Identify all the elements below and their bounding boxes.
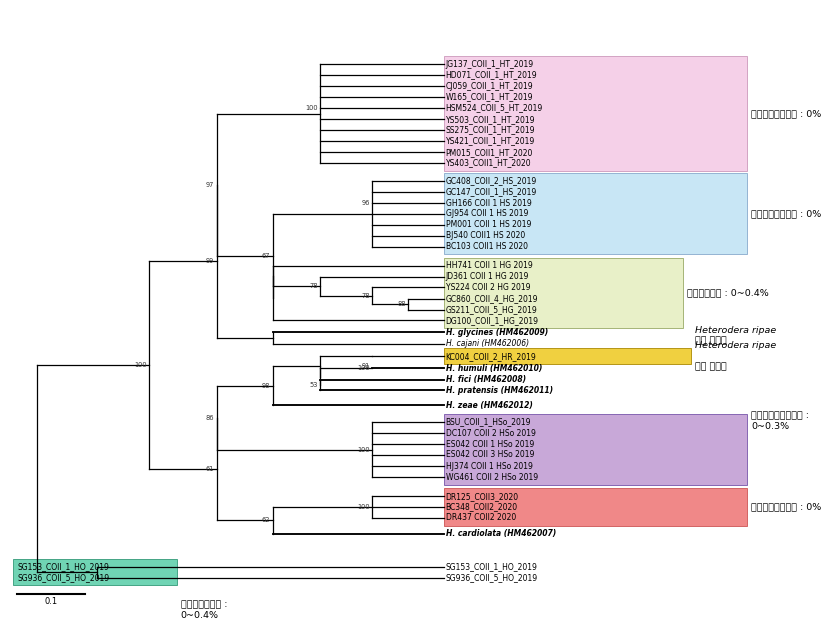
Text: SG153_COII_1_HO_2019: SG153_COII_1_HO_2019	[446, 563, 537, 571]
Text: 88: 88	[398, 301, 406, 307]
Text: PM015_COII1_HT_2020: PM015_COII1_HT_2020	[446, 148, 533, 156]
Text: 61: 61	[206, 466, 215, 472]
Text: DC107 COII 2 HSo 2019: DC107 COII 2 HSo 2019	[446, 429, 536, 438]
Text: 98: 98	[262, 383, 270, 389]
Text: H. cajani (HM462006): H. cajani (HM462006)	[446, 339, 529, 348]
Text: ES042 COII 3 HSo 2019: ES042 COII 3 HSo 2019	[446, 450, 534, 460]
Text: JD361 COII 1 HG 2019: JD361 COII 1 HG 2019	[446, 272, 529, 281]
FancyBboxPatch shape	[444, 414, 747, 485]
Text: 53: 53	[310, 382, 318, 388]
Text: HSM524_COII_5_HT_2019: HSM524_COII_5_HT_2019	[446, 103, 543, 112]
Text: 100: 100	[357, 365, 370, 371]
Text: 67: 67	[262, 253, 270, 259]
Text: 대나무씨스트선충 : 0%: 대나무씨스트선충 : 0%	[751, 502, 821, 512]
Text: HJ374 COII 1 HSo 2019: HJ374 COII 1 HSo 2019	[446, 462, 532, 471]
Text: 100: 100	[357, 446, 370, 453]
Text: 78: 78	[361, 292, 370, 299]
Text: HH741 COII 1 HG 2019: HH741 COII 1 HG 2019	[446, 261, 532, 270]
FancyBboxPatch shape	[444, 348, 691, 364]
Text: 반짝이콩씨스트선충 :
0~0.3%: 반짝이콩씨스트선충 : 0~0.3%	[751, 411, 810, 430]
Text: GH166 COII 1 HS 2019: GH166 COII 1 HS 2019	[446, 199, 532, 207]
Text: 97: 97	[206, 182, 215, 188]
Text: H. fici (HM462008): H. fici (HM462008)	[446, 375, 526, 384]
Text: HD071_COII_1_HT_2019: HD071_COII_1_HT_2019	[446, 71, 537, 79]
Text: JG137_COII_1_HT_2019: JG137_COII_1_HT_2019	[446, 60, 534, 69]
Text: 콩씨스트선충 : 0~0.4%: 콩씨스트선충 : 0~0.4%	[687, 289, 769, 297]
Text: DR437 COII2 2020: DR437 COII2 2020	[446, 514, 516, 522]
Text: SG936_COII_5_HO_2019: SG936_COII_5_HO_2019	[17, 573, 110, 582]
Text: GC147_COII_1_HS_2019: GC147_COII_1_HS_2019	[446, 187, 537, 196]
Text: 클로버씨스트선충 : 0%: 클로버씨스트선충 : 0%	[751, 109, 821, 118]
Text: YS421_COII_1_HT_2019: YS421_COII_1_HT_2019	[446, 136, 535, 145]
Text: 왕버씨스트선충 :
0~0.4%: 왕버씨스트선충 : 0~0.4%	[181, 601, 227, 620]
Text: ES042 COII 1 HSo 2019: ES042 COII 1 HSo 2019	[446, 440, 534, 448]
Text: 100: 100	[305, 105, 318, 111]
Text: GS211_COII_5_HG_2019: GS211_COII_5_HG_2019	[446, 305, 537, 314]
Text: Heterodera ripae: Heterodera ripae	[696, 341, 776, 350]
Text: 0.1: 0.1	[45, 597, 57, 605]
Text: YS224 COII 2 HG 2019: YS224 COII 2 HG 2019	[446, 283, 530, 292]
Text: 99: 99	[206, 258, 215, 265]
Text: 86: 86	[206, 415, 215, 420]
Text: SG153_COII_1_HO_2019: SG153_COII_1_HO_2019	[17, 563, 109, 571]
Text: BJ540 COII1 HS 2020: BJ540 COII1 HS 2020	[446, 232, 525, 240]
Text: 100: 100	[134, 362, 146, 368]
Text: 78: 78	[310, 283, 318, 289]
Text: GJ954 COII 1 HS 2019: GJ954 COII 1 HS 2019	[446, 209, 528, 219]
Text: GC860_COII_4_HG_2019: GC860_COII_4_HG_2019	[446, 294, 538, 303]
Text: GC408_COII_2_HS_2019: GC408_COII_2_HS_2019	[446, 176, 537, 186]
Text: H. humuli (HM462010): H. humuli (HM462010)	[446, 364, 542, 373]
Text: H. glycines (HM462009): H. glycines (HM462009)	[446, 328, 548, 337]
Text: DR125_COII3_2020: DR125_COII3_2020	[446, 492, 519, 501]
Text: H. zeae (HM462012): H. zeae (HM462012)	[446, 401, 532, 410]
Text: W165_COII_1_HT_2019: W165_COII_1_HT_2019	[446, 93, 533, 102]
Text: SS275_COII_1_HT_2019: SS275_COII_1_HT_2019	[446, 125, 535, 135]
Text: KC004_COII_2_HR_2019: KC004_COII_2_HR_2019	[446, 351, 537, 361]
Text: WG461 COII 2 HSo 2019: WG461 COII 2 HSo 2019	[446, 473, 537, 481]
Text: 96: 96	[362, 200, 370, 206]
Text: 사탕무씨스트선충 : 0%: 사탕무씨스트선충 : 0%	[751, 209, 821, 219]
Text: DG100_COII_1_HG_2019: DG100_COII_1_HG_2019	[446, 316, 538, 325]
Text: YS403_COII1_HT_2020: YS403_COII1_HT_2020	[446, 158, 532, 168]
FancyBboxPatch shape	[13, 559, 177, 586]
Text: Heterodera ripae
국내 미기록: Heterodera ripae 국내 미기록	[696, 326, 776, 345]
Text: 62: 62	[262, 517, 270, 524]
FancyBboxPatch shape	[444, 258, 683, 328]
Text: H. pratensis (HM462011): H. pratensis (HM462011)	[446, 386, 552, 395]
Text: PM001 COII 1 HS 2019: PM001 COII 1 HS 2019	[446, 220, 531, 229]
FancyBboxPatch shape	[444, 57, 747, 171]
Text: YS503_COII_1_HT_2019: YS503_COII_1_HT_2019	[446, 115, 535, 124]
Text: H. cardiolata (HM462007): H. cardiolata (HM462007)	[446, 530, 556, 538]
Text: 91: 91	[362, 363, 370, 369]
Text: SG936_COII_5_HO_2019: SG936_COII_5_HO_2019	[446, 573, 537, 582]
Text: CJ059_COII_1_HT_2019: CJ059_COII_1_HT_2019	[446, 82, 533, 91]
Text: BSU_COII_1_HSo_2019: BSU_COII_1_HSo_2019	[446, 417, 531, 427]
Text: BC103 COII1 HS 2020: BC103 COII1 HS 2020	[446, 242, 527, 252]
FancyBboxPatch shape	[444, 489, 747, 525]
Text: BC348_COII2_2020: BC348_COII2_2020	[446, 502, 518, 512]
FancyBboxPatch shape	[444, 173, 747, 255]
Text: 국내 미기록: 국내 미기록	[696, 362, 727, 371]
Text: 100: 100	[357, 504, 370, 510]
